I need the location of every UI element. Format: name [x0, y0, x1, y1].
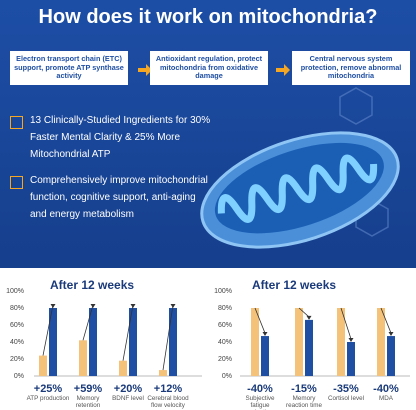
y-tick-label: 100% — [6, 288, 24, 295]
y-tick-label: 40% — [218, 339, 232, 346]
trend-arrow — [254, 307, 266, 334]
illustration — [138, 64, 400, 249]
y-tick-label: 40% — [10, 339, 24, 346]
change-label: -40% — [247, 383, 273, 395]
bar — [251, 308, 259, 376]
change-label: -15% — [291, 383, 317, 395]
trend-arrow — [42, 304, 54, 356]
trend-arrow — [82, 304, 94, 341]
arrow-head — [388, 332, 394, 337]
x-tick-label: BDNF level — [112, 395, 144, 402]
trend-arrow — [340, 307, 352, 340]
x-tick-label: Subjective fatigue reduction — [245, 395, 275, 410]
check-icon — [10, 176, 23, 189]
bar — [159, 370, 167, 376]
step: Antioxidant regulation, protect mitochon… — [150, 51, 268, 85]
x-tick-label: Cortisol level — [327, 395, 365, 402]
y-tick-label: 20% — [218, 356, 232, 363]
title: How does it work on mitochondria? — [38, 6, 378, 28]
bar — [79, 340, 87, 376]
trend-arrow — [122, 304, 134, 361]
step: Electron transport chain (ETC) support, … — [10, 51, 128, 85]
y-tick-label: 20% — [10, 356, 24, 363]
bar — [377, 308, 385, 376]
x-tick-label: Memory retention — [75, 395, 101, 409]
y-tick-label: 80% — [10, 305, 24, 312]
bar — [89, 308, 97, 376]
bar — [119, 360, 127, 376]
y-tick-label: 80% — [218, 305, 232, 312]
change-label: -40% — [373, 383, 399, 395]
arrow-head — [50, 304, 56, 308]
step: Central nervous system protection, remov… — [292, 51, 410, 85]
bar — [129, 308, 137, 376]
y-tick-label: 100% — [214, 288, 232, 295]
bar — [261, 336, 269, 376]
arrow-head — [306, 315, 312, 320]
bar — [337, 308, 345, 376]
x-tick-label: Memory reaction time — [285, 395, 323, 409]
bar — [347, 342, 355, 376]
chart-title: After 12 weeks — [50, 278, 135, 292]
y-tick-label: 0% — [222, 373, 232, 380]
arrow-head — [348, 338, 354, 342]
check-icon — [10, 116, 23, 129]
bar — [295, 308, 303, 376]
trend-arrow — [380, 307, 392, 334]
arrow-head — [130, 304, 136, 308]
bullet-text: Comprehensively improve mitochondrial fu… — [30, 175, 208, 220]
trend-arrow — [162, 304, 174, 371]
change-label: +59% — [73, 383, 103, 395]
bar — [49, 308, 57, 376]
arrow-head — [170, 304, 176, 308]
trend-arrow — [298, 307, 310, 318]
x-tick-label: MDA — [379, 395, 393, 402]
bar — [305, 319, 313, 376]
x-tick-label: ATP production — [26, 395, 70, 402]
arrow-head — [90, 304, 96, 308]
chart-title: After 12 weeks — [252, 278, 337, 292]
bar — [39, 355, 47, 376]
arrow-head — [262, 332, 268, 337]
change-label: +20% — [113, 383, 143, 395]
change-label: -35% — [333, 383, 359, 395]
bullet-text: 13 Clinically-Studied Ingredients for 30… — [30, 115, 211, 160]
y-tick-label: 0% — [14, 373, 24, 380]
change-label: +12% — [153, 383, 183, 395]
charts: 0% 20% 40% 60% 80% 100% 0% 20% 40% 60% 80% 100% — [6, 288, 410, 380]
bar — [169, 308, 177, 376]
bar — [387, 336, 395, 376]
change-label: +25% — [33, 383, 63, 395]
x-tick-label: Cerebral blood flow velocity — [147, 395, 189, 409]
y-tick-label: 60% — [10, 322, 24, 329]
y-tick-label: 60% — [218, 322, 232, 329]
